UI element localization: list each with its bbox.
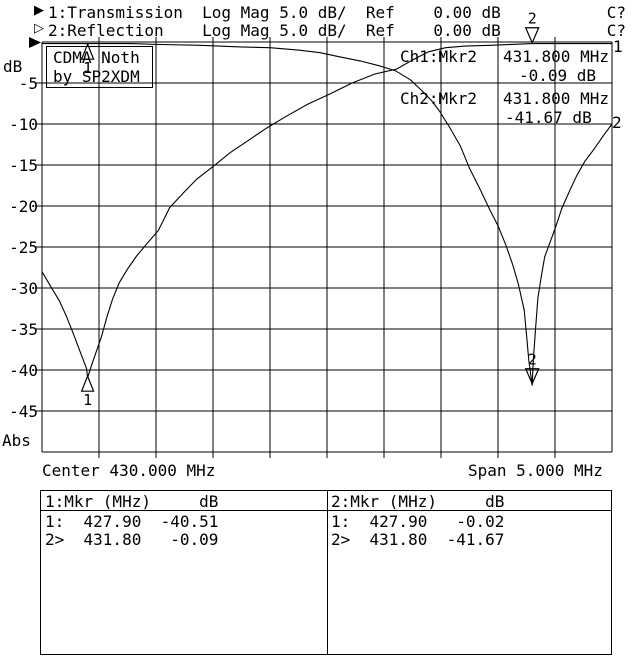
y-axis-tick-label: -10 (9, 114, 38, 134)
title-line2: by SP2XDM (53, 67, 140, 86)
ch2-table-row: 1: 427.90 -0.02 (331, 512, 505, 531)
marker-table: 1:Mkr (MHz) dB 1: 427.90 -40.51 2> 431.8… (40, 490, 612, 655)
y-axis-tick-label: -25 (9, 237, 38, 257)
marker-table-column-divider (327, 491, 328, 654)
y-axis-unit-label: dB (3, 57, 23, 76)
ch1-table-row: 2> 431.80 -0.09 (45, 530, 219, 549)
ch2-marker-freq: 431.800 MHz (503, 89, 609, 108)
marker-up-triangle-icon (80, 374, 95, 392)
marker-table-header-divider (41, 510, 611, 511)
marker-number-label: 2 (528, 351, 537, 369)
header-line-trace1: 1:Transmission Log Mag 5.0 dB/ Ref 0.00 … (48, 3, 626, 22)
ch1-table-row: 1: 427.90 -40.51 (45, 512, 219, 531)
ch2-marker-value: -41.67 dB (505, 108, 592, 127)
marker-down-arrow-icon (524, 368, 540, 386)
y-axis-tick-label: -5 (18, 73, 38, 93)
ch1-marker-readout-label: Ch1:Mkr2 (400, 47, 478, 66)
y-axis-tick-label: -30 (9, 278, 38, 298)
span-label: Span 5.000 MHz (468, 461, 603, 480)
trace2-arrow-icon: ▷ (34, 21, 44, 36)
marker-number-label: 1 (83, 391, 92, 409)
title-line1: CDMA Noth (53, 48, 140, 67)
ch2-marker-readout-label: Ch2:Mkr2 (400, 89, 478, 108)
trace1-id-label: 1 (613, 37, 623, 56)
ch2-table-row: 2> 431.80 -41.67 (331, 530, 505, 549)
ch1-table-header: 1:Mkr (MHz) dB (45, 492, 219, 511)
ch1-marker-freq: 431.800 MHz (503, 47, 609, 66)
y-axis-tick-label: -45 (9, 401, 38, 421)
ch1-marker-value: -0.09 dB (519, 66, 597, 85)
y-axis-tick-label: -35 (9, 319, 38, 339)
header-line-trace2: 2:Reflection Log Mag 5.0 dB/ Ref 0.00 dB… (48, 21, 626, 40)
trace1-active-arrow-icon: ▶ (34, 3, 44, 18)
trace2-id-label: 2 (612, 113, 622, 132)
center-frequency-label: Center 430.000 MHz (42, 461, 216, 480)
y-axis-tick-label: -20 (9, 196, 38, 216)
y-axis-abs-label: Abs (2, 431, 31, 450)
ch2-table-header: 2:Mkr (MHz) dB (331, 492, 505, 511)
title-box: CDMA Noth by SP2XDM (46, 46, 153, 88)
y-axis-tick-label: -40 (9, 360, 38, 380)
y-axis-tick-label: -15 (9, 155, 38, 175)
